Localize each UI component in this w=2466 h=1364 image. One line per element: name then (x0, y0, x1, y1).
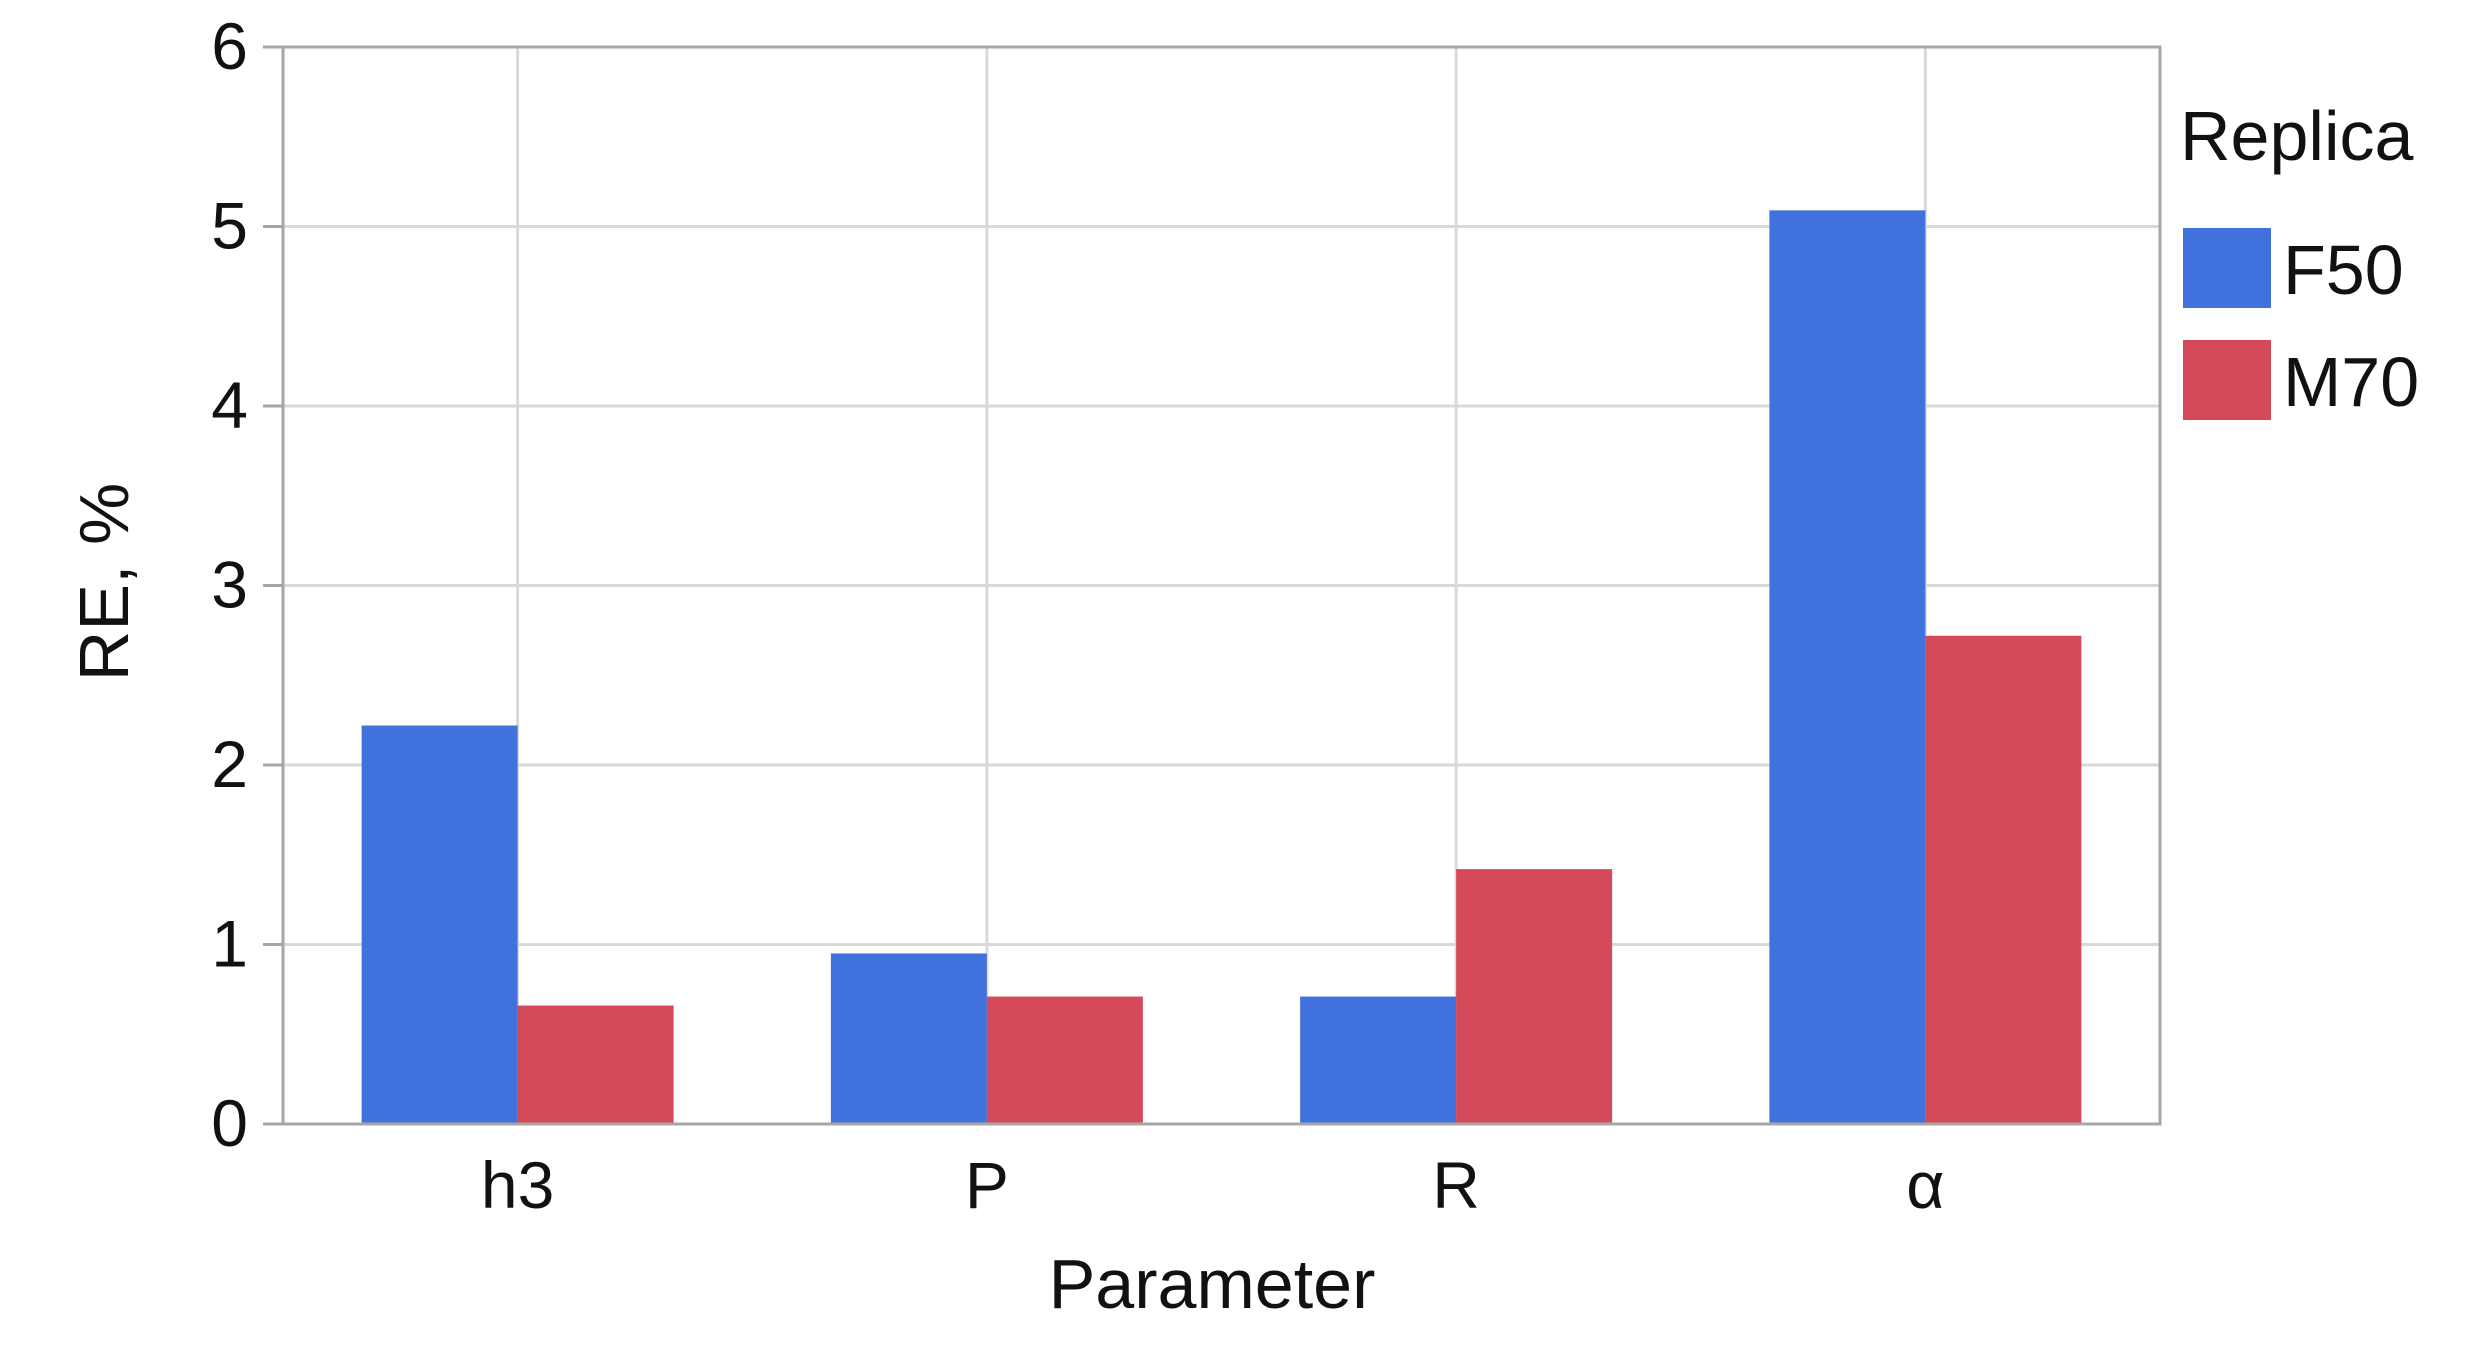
bar-f50-2 (1300, 996, 1457, 1124)
bar-f50-0 (361, 725, 518, 1124)
x-tick-label: h3 (481, 1148, 554, 1222)
x-tick-label: R (1432, 1148, 1480, 1222)
bar-m70-0 (517, 1005, 674, 1124)
legend-title: Replica (2180, 97, 2414, 175)
y-axis-title: RE, % (65, 483, 143, 681)
y-tick-label: 6 (211, 9, 248, 83)
legend-swatch-m70 (2183, 340, 2271, 420)
bars (361, 210, 2082, 1125)
bar-m70-1 (986, 996, 1143, 1124)
axes (263, 45, 2162, 1126)
y-tick-label: 4 (211, 368, 248, 442)
y-tick-labels: 0 1 2 3 4 5 6 (211, 9, 248, 1160)
bar-m70-2 (1456, 869, 1613, 1124)
y-tick-label: 5 (211, 189, 248, 263)
x-tick-label: α (1906, 1148, 1944, 1222)
y-tick-label: 0 (211, 1086, 248, 1160)
bar-f50-1 (830, 953, 987, 1124)
x-axis-title: Parameter (1049, 1245, 1376, 1323)
y-tick-label: 3 (211, 548, 248, 622)
legend: Replica F50 M70 (2180, 97, 2419, 421)
legend-label-m70: M70 (2283, 343, 2419, 421)
bar-m70-3 (1925, 635, 2082, 1124)
x-tick-label: P (965, 1148, 1009, 1222)
y-tick-label: 1 (211, 907, 248, 981)
y-tick-label: 2 (211, 727, 248, 801)
legend-label-f50: F50 (2283, 231, 2404, 309)
legend-swatch-f50 (2183, 228, 2271, 308)
bar-f50-3 (1769, 210, 1926, 1125)
